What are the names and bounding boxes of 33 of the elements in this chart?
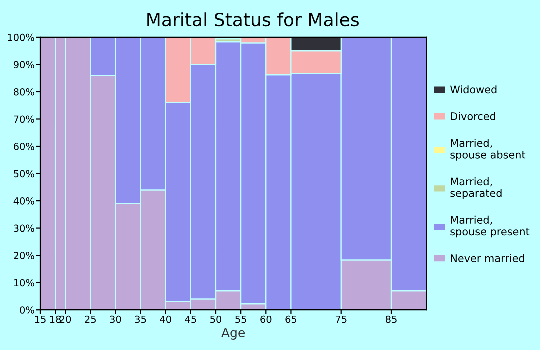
y-tick-label: 0%: [20, 306, 34, 314]
x-tick-label: 35: [135, 316, 146, 324]
x-tick-label: 40: [160, 316, 172, 324]
y-tick-label: 90%: [14, 61, 34, 69]
x-tick-label: 50: [210, 316, 222, 324]
x-tick-label: 15: [35, 316, 46, 324]
y-tick-label: 100%: [8, 34, 34, 42]
x-tick-label: 30: [110, 316, 122, 324]
y-tick-label: 30%: [14, 224, 34, 232]
x-tick-label: 75: [336, 316, 347, 324]
legend-label: Married, separated: [450, 178, 502, 200]
x-tick-label: 20: [60, 316, 72, 324]
x-tick-label: 60: [260, 316, 272, 324]
legend-label: Widowed: [450, 86, 497, 94]
legend-label: Divorced: [451, 112, 496, 120]
y-tick-label: 40%: [14, 198, 34, 205]
y-tick-label: 20%: [14, 252, 34, 260]
y-tick-label: 70%: [14, 116, 34, 124]
x-axis-title: Age: [222, 328, 245, 340]
x-tick-label: 85: [386, 316, 397, 324]
y-tick-label: 80%: [14, 88, 34, 96]
y-tick-label: 10%: [14, 279, 34, 287]
chart-title: Marital Status for Males: [148, 12, 359, 27]
x-tick-label: 18: [50, 316, 62, 324]
legend-label: Never married: [451, 254, 524, 262]
x-tick-label: 55: [236, 316, 246, 324]
y-tick-label: 50%: [14, 170, 34, 178]
legend-label: Married, spouse present: [450, 216, 530, 238]
x-tick-label: 45: [185, 316, 196, 324]
x-tick-label: 65: [286, 316, 297, 324]
y-tick-label: 60%: [14, 142, 34, 150]
x-tick-label: 25: [85, 316, 96, 324]
legend-label: Married, spouse absent: [450, 139, 526, 161]
